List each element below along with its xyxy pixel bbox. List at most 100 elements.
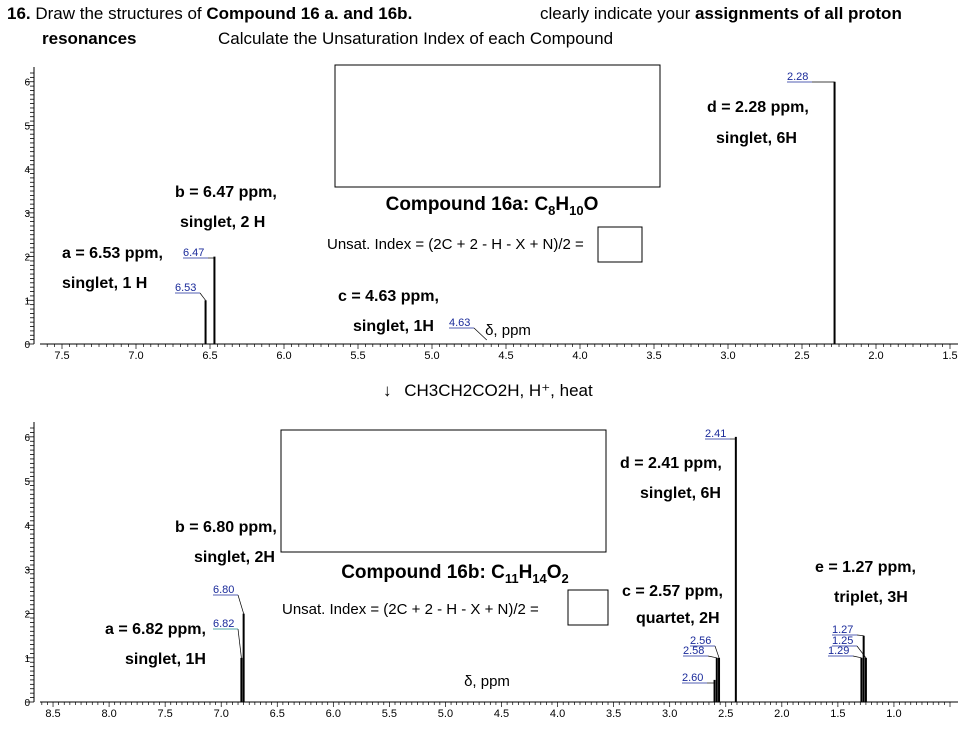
x-tick-label: 6.0	[326, 708, 341, 720]
compound-title: Compound 16b: C11H14O2	[341, 562, 569, 586]
peak-leader-line	[856, 634, 864, 637]
x-tick-label: 7.5	[158, 708, 173, 720]
x-tick-label: 5.5	[350, 350, 365, 362]
assignment-multiplicity: singlet, 2H	[194, 549, 275, 566]
question-number: 16.	[7, 4, 31, 23]
y-tick-label: 1	[24, 654, 30, 665]
x-axis-label: δ, ppm	[485, 322, 531, 339]
formula-subscript: 11	[505, 571, 519, 586]
formula-text: Compound 16a: C	[386, 194, 549, 215]
reaction-conditions: ↓ CH3CH2CO2H, H⁺, heat	[383, 381, 593, 401]
peak-label: 6.80	[213, 584, 234, 596]
formula-subscript: 10	[569, 203, 583, 218]
x-axis-label: δ, ppm	[464, 673, 510, 690]
x-tick-label: 5.0	[438, 708, 453, 720]
unsat-answer-box	[597, 226, 643, 263]
spectrum-16a: 0 1 2 3 4 5 6 7.5 7.0 6.5 6.0 5.5 5.0 4.5 4.0 3.5 3.0 2.5…	[24, 64, 958, 362]
y-tick-label: 4	[24, 165, 30, 176]
x-tick-label: 6.0	[276, 350, 291, 362]
formula-text: O	[584, 194, 599, 215]
structure-box	[334, 64, 661, 188]
assignment-multiplicity: quartet, 2H	[636, 610, 720, 627]
x-tick-label: 2.5	[794, 350, 809, 362]
formula-text: H	[555, 194, 569, 215]
assignment-multiplicity: singlet, 1 H	[62, 275, 147, 292]
x-tick-label: 5.5	[382, 708, 397, 720]
assignment-shift: c = 2.57 ppm,	[622, 583, 723, 600]
assignment-multiplicity: singlet, 1H	[353, 318, 434, 335]
peak-label: 1.25	[832, 635, 853, 647]
x-tick-label: 3.0	[662, 708, 677, 720]
peak-label: 4.63	[449, 317, 470, 329]
peak-label: 2.41	[705, 428, 726, 440]
peak-label: 1.29	[828, 645, 849, 657]
y-tick-label: 0	[24, 340, 30, 351]
assignment-multiplicity: singlet, 2 H	[180, 214, 265, 231]
reaction-reagents: CH3CH2CO2H, H⁺, heat	[404, 381, 593, 400]
instruction-bold: assignments of all proton	[694, 4, 902, 23]
y-tick-label: 5	[24, 477, 30, 488]
peak-label: 2.56	[690, 635, 711, 647]
x-tick-label: 2.0	[774, 708, 789, 720]
assignment-shift: e = 1.27 ppm,	[815, 559, 916, 576]
assignment-shift: a = 6.53 ppm,	[62, 245, 163, 262]
assignment-shift: d = 2.28 ppm,	[707, 99, 809, 116]
x-tick-label: 7.5	[54, 350, 69, 362]
x-tick-label: 4.5	[494, 708, 509, 720]
x-tick-label: 5.0	[424, 350, 439, 362]
formula-text: O	[547, 562, 562, 583]
y-tick-label: 3	[24, 209, 30, 220]
x-tick-label: 8.5	[45, 708, 60, 720]
peak-label: 6.47	[183, 247, 204, 259]
y-tick-label: 3	[24, 565, 30, 576]
peak-label: 1.27	[832, 624, 853, 636]
x-tick-label: 8.0	[101, 708, 116, 720]
y-tick-label: 2	[24, 610, 30, 621]
peak-leader-line	[237, 628, 242, 658]
peak-label: 2.60	[682, 672, 703, 684]
peak-leader-line	[714, 645, 720, 658]
y-tick-label: 6	[24, 433, 30, 444]
peak-label: 2.28	[787, 71, 808, 83]
x-tick-label: 1.5	[942, 350, 957, 362]
y-tick-label: 0	[24, 698, 30, 709]
assignment-multiplicity: singlet, 1H	[125, 651, 206, 668]
assignment-multiplicity: singlet, 6H	[640, 485, 721, 502]
question-compounds: Compound 16 a. and 16b.	[206, 4, 413, 23]
question-text: Draw the structures of	[30, 4, 207, 23]
unsat-index-formula: Unsat. Index = (2C + 2 - H - X + N)/2 =	[282, 601, 539, 618]
spectrum-16b: 0 1 2 3 4 5 6 8.5 8.0 7.5 7.0 6.5 6.0 5.5 5.0 4.5 4.0 3.5…	[24, 422, 958, 720]
assignment-shift: b = 6.47 ppm,	[175, 184, 277, 201]
x-tick-label: 4.5	[498, 350, 513, 362]
y-tick-label: 2	[24, 253, 30, 264]
y-tick-label: 4	[24, 521, 30, 532]
assignment-shift: b = 6.80 ppm,	[175, 519, 277, 536]
x-tick-label: 3.5	[606, 708, 621, 720]
y-tick-label: 1	[24, 296, 30, 307]
assignment-shift: c = 4.63 ppm,	[338, 288, 439, 305]
unsat-index-formula: Unsat. Index = (2C + 2 - H - X + N)/2 =	[327, 236, 584, 253]
resonances-label: resonances	[42, 29, 137, 48]
y-tick-label: 5	[24, 121, 30, 132]
x-tick-label: 7.0	[214, 708, 229, 720]
y-tick-label: 6	[24, 78, 30, 89]
x-tick-label: 6.5	[270, 708, 285, 720]
question-title: 16. Draw the structures of Compound 16 a…	[7, 4, 412, 24]
assignment-shift: d = 2.41 ppm,	[620, 455, 722, 472]
formula-subscript: 2	[562, 571, 569, 586]
peak-label: 2.58	[683, 645, 704, 657]
peak-leader-line	[856, 645, 867, 659]
x-tick-label: 1.5	[830, 708, 845, 720]
unsat-answer-box	[567, 589, 609, 626]
instruction-text: clearly indicate your	[540, 4, 695, 23]
peak-label: 6.53	[175, 282, 196, 294]
formula-subscript: 14	[532, 571, 547, 586]
peak-leader-line	[237, 594, 244, 614]
x-tick-label: 3.5	[646, 350, 661, 362]
peak-label: 6.82	[213, 618, 234, 630]
down-arrow-icon: ↓	[383, 381, 392, 400]
assignment-multiplicity: singlet, 6H	[716, 130, 797, 147]
x-tick-label: 2.0	[868, 350, 883, 362]
unsaturation-instruction: Calculate the Unsaturation Index of each…	[218, 29, 614, 48]
